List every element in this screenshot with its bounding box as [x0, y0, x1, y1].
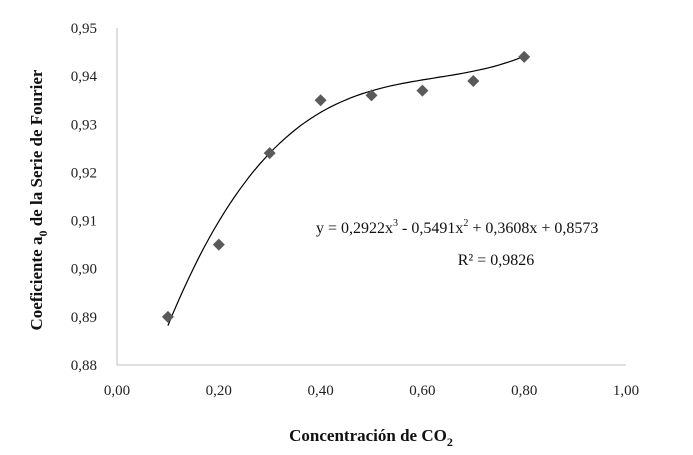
x-tick-label: 0,60: [409, 383, 435, 399]
x-tick-label: 0,20: [206, 383, 232, 399]
data-point: [212, 238, 225, 251]
y-tick-label: 0,93: [71, 117, 97, 133]
r-squared: R² = 0,9826: [458, 252, 535, 269]
y-tick-label: 0,90: [71, 262, 97, 278]
data-points: [161, 50, 531, 323]
y-tick-label: 0,88: [71, 358, 97, 374]
x-tick-label: 1,00: [613, 383, 639, 399]
data-point: [161, 310, 174, 323]
data-point: [518, 50, 531, 63]
x-tick-label: 0,80: [511, 383, 537, 399]
x-tick-label: 0,40: [307, 383, 333, 399]
x-tick-label: 0,00: [104, 383, 130, 399]
y-tick-label: 0,91: [71, 214, 97, 230]
y-tick-labels: 0,88 0,89 0,90 0,91 0,92 0,93 0,94 0,95: [71, 21, 98, 374]
data-point: [314, 94, 327, 107]
y-tick-label: 0,92: [71, 165, 97, 181]
y-tick-label: 0,89: [71, 310, 97, 326]
y-axis-label: Coeficiente a0 de la Serie de Fourier: [27, 69, 50, 330]
trendline-equation: y = 0,2922x3 - 0,5491x2 + 0,3608x + 0,85…: [316, 218, 598, 237]
y-tick-label: 0,95: [71, 21, 97, 37]
x-axis-label: Concentración de CO2: [289, 426, 453, 449]
data-point: [467, 74, 480, 87]
data-point: [263, 147, 276, 160]
data-point: [365, 89, 378, 102]
y-tick-label: 0,94: [71, 69, 98, 85]
x-tick-labels: 0,00 0,20 0,40 0,60 0,80 1,00: [104, 383, 639, 399]
trendline: [167, 55, 525, 326]
data-point: [416, 84, 429, 97]
